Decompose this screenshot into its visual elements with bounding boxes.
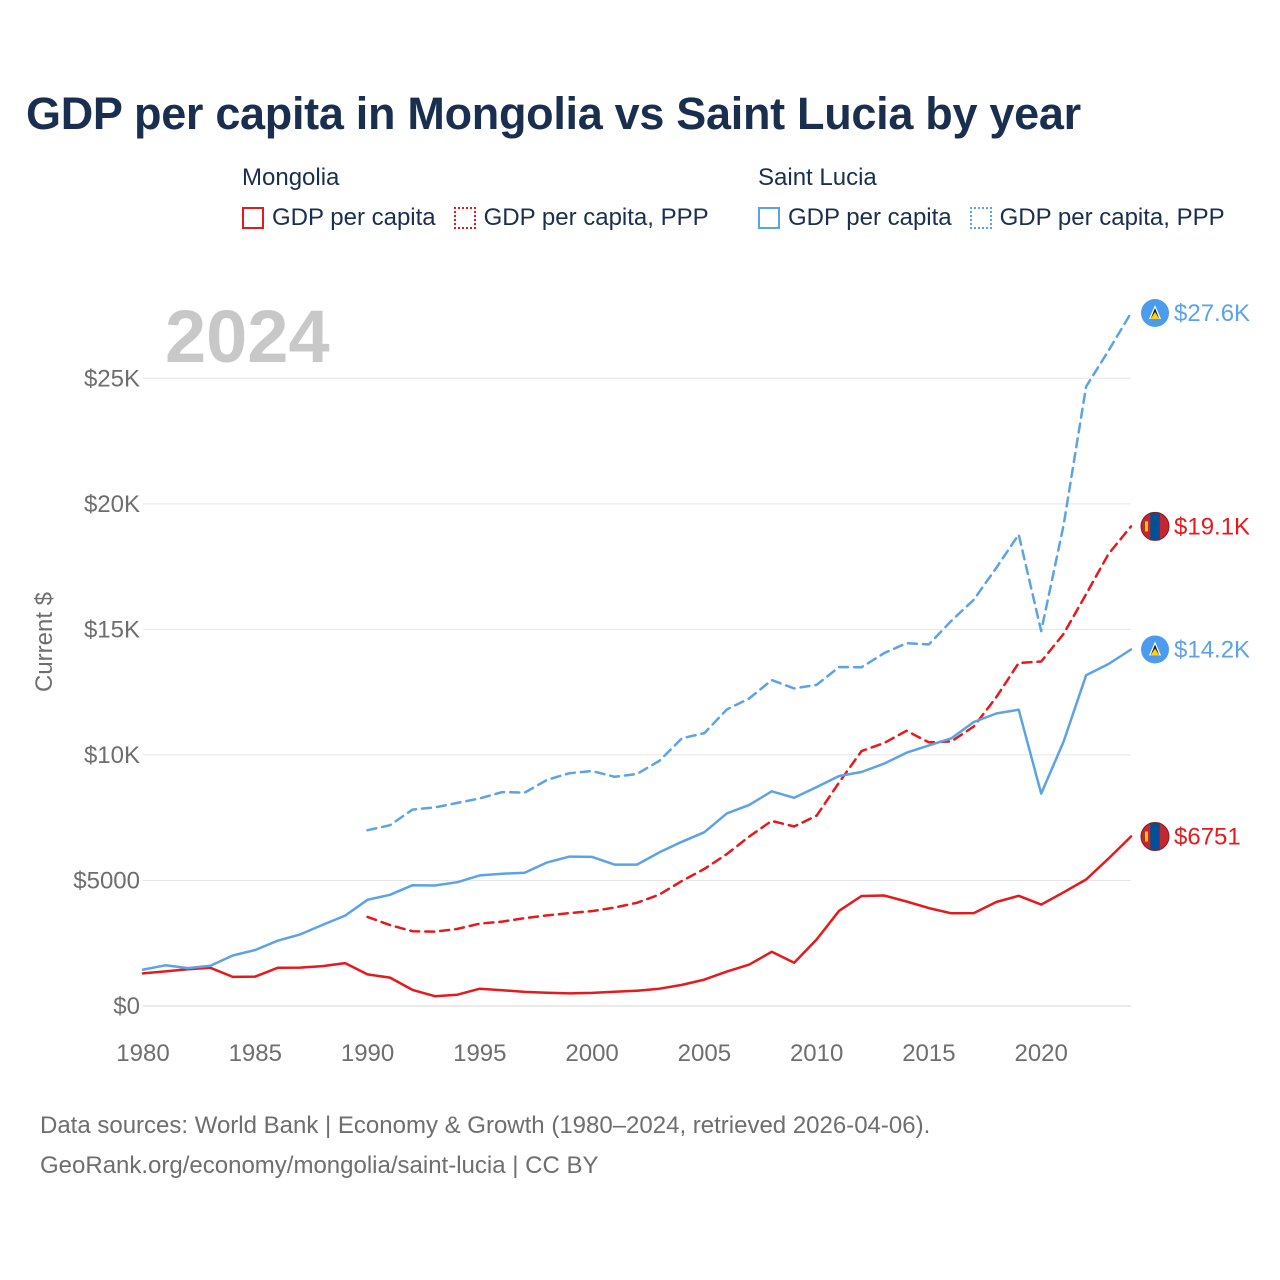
x-tick-label: 1985	[229, 1040, 282, 1067]
grid-layer: $0 $5000 $10K $15K $20K $25K 1980 1985 1990 1995 2…	[73, 365, 1131, 1067]
mongolia-flag-icon	[1140, 821, 1170, 851]
legend-item-mongolia-gdp-ppp[interactable]: GDP per capita, PPP	[453, 204, 709, 232]
y-tick-label: $0	[113, 993, 140, 1020]
x-tick-label: 1990	[341, 1040, 394, 1067]
footer-link: GeoRank.org/economy/mongolia/saint-lucia…	[40, 1152, 599, 1179]
footer: Data sources: World Bank | Economy & Gro…	[40, 1106, 930, 1186]
x-tick-label: 1995	[453, 1040, 506, 1067]
end-value-label: $19.1K	[1174, 513, 1250, 540]
y-tick-label: $25K	[84, 365, 140, 392]
legend-swatch-solid-red	[242, 207, 264, 229]
legend-label: GDP per capita, PPP	[483, 204, 709, 231]
legend-group-mongolia: Mongolia GDP per capita GDP per capita, …	[242, 160, 727, 240]
y-tick-label: $15K	[84, 616, 140, 643]
end-label-layer: $6751 $19.1K $14.2K $27.6K	[1140, 299, 1250, 851]
year-overlay: 2024	[165, 295, 330, 378]
legend-label: GDP per capita	[788, 204, 952, 231]
flag-soyombo	[1145, 521, 1148, 532]
legend-label: GDP per capita	[272, 204, 436, 231]
flag-border	[1140, 821, 1170, 851]
legend-group-title: Saint Lucia	[758, 164, 877, 191]
x-tick-label: 2015	[902, 1040, 955, 1067]
x-tick-label: 2000	[565, 1040, 618, 1067]
end-value-label: $27.6K	[1174, 300, 1250, 327]
x-tick-label: 1980	[116, 1040, 169, 1067]
legend-item-saint-lucia-gdp[interactable]: GDP per capita	[758, 204, 952, 232]
x-tick-label: 2020	[1014, 1040, 1067, 1067]
series-layer	[141, 311, 1133, 998]
saint-lucia-flag-icon	[1141, 299, 1169, 327]
y-tick-label: $20K	[84, 491, 140, 518]
saint-lucia-flag-icon	[1141, 635, 1169, 664]
flag-triangle-gold	[1150, 312, 1160, 319]
legend-item-saint-lucia-gdp-ppp[interactable]: GDP per capita, PPP	[969, 204, 1225, 232]
legend-swatch-dotted-blue	[969, 207, 992, 229]
flag-triangle-gold	[1150, 648, 1160, 656]
y-tick-label: $5000	[73, 867, 140, 894]
y-tick-label: $10K	[84, 742, 140, 769]
legend-group-saint-lucia: Saint Lucia GDP per capita GDP per capit…	[758, 160, 1243, 240]
series-line	[366, 311, 1133, 832]
flag-border	[1140, 511, 1170, 541]
mongolia-flag-icon	[1140, 511, 1170, 541]
legend-swatch-solid-blue	[758, 207, 780, 229]
chart-title: GDP per capita in Mongolia vs Saint Luci…	[26, 88, 1081, 139]
series-line	[366, 525, 1133, 933]
flag-stripe	[1150, 822, 1160, 851]
x-tick-label: 2010	[790, 1040, 843, 1067]
series-line	[141, 648, 1133, 971]
legend-item-mongolia-gdp[interactable]: GDP per capita	[242, 204, 436, 232]
end-value-label: $6751	[1174, 823, 1241, 850]
series-line	[141, 835, 1133, 998]
legend-label: GDP per capita, PPP	[999, 204, 1225, 231]
legend-swatch-dotted-red	[453, 207, 476, 229]
footer-sources: Data sources: World Bank | Economy & Gro…	[40, 1112, 931, 1139]
flag-soyombo	[1145, 831, 1148, 842]
y-axis-label: Current $	[31, 592, 58, 692]
end-value-label: $14.2K	[1174, 636, 1250, 663]
x-tick-label: 2005	[678, 1040, 731, 1067]
legend-group-title: Mongolia	[242, 164, 340, 191]
flag-stripe	[1150, 512, 1160, 541]
